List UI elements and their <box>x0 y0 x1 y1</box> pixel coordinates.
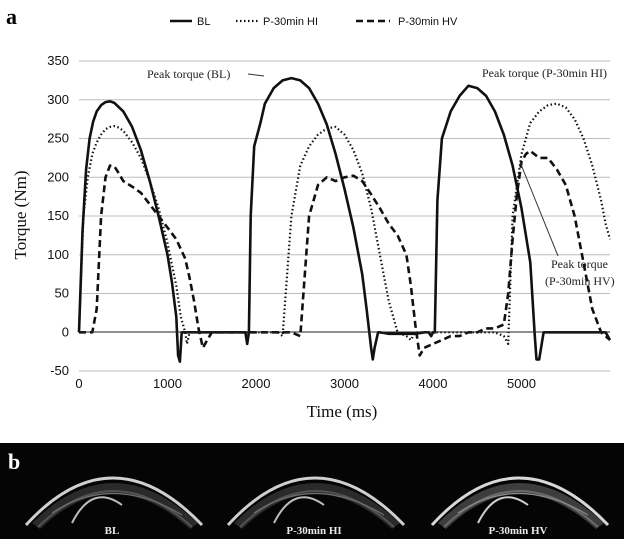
annotation-peak-hv-line2: (P-30min HV) <box>545 274 615 288</box>
legend: BL P-30min HI P-30min HV <box>170 16 458 28</box>
x-tick-label: 3000 <box>330 376 359 391</box>
x-tick-label: 4000 <box>419 376 448 391</box>
x-tick-label: 1000 <box>153 376 182 391</box>
x-tick-label: 0 <box>75 376 82 391</box>
x-axis-label: Time (ms) <box>307 402 378 421</box>
ultrasound-caption-hi: P-30min HI <box>286 525 342 537</box>
panel-b-letter: b <box>8 449 21 474</box>
series-lines <box>77 76 612 364</box>
x-tick-label: 5000 <box>507 376 536 391</box>
annotation-peak-hi: Peak torque (P-30min HI) <box>482 66 607 80</box>
legend-label-hi: P-30min HI <box>263 16 318 28</box>
ultrasound-image-bl: BL <box>12 443 212 539</box>
x-tick-label: 2000 <box>242 376 271 391</box>
ultrasound-caption-hv: P-30min HV <box>488 525 548 537</box>
annotation-peak-hv-line1: Peak torque <box>551 257 608 271</box>
y-tick-label: 200 <box>47 169 69 184</box>
legend-label-bl: BL <box>197 16 210 28</box>
y-axis-label: Torque (Nm) <box>11 171 30 260</box>
ultrasound-image-hi: P-30min HI <box>214 443 414 539</box>
torque-chart: a BL P-30min HI P-30min HV -50 0 50 100 150 2… <box>6 4 615 421</box>
y-tick-label: -50 <box>50 363 69 378</box>
ultrasound-caption-bl: BL <box>104 525 120 537</box>
y-tick-label: 350 <box>47 53 69 68</box>
legend-label-hv: P-30min HV <box>398 16 458 28</box>
annotation-peak-bl: Peak torque (BL) <box>147 67 230 81</box>
y-tick-label: 50 <box>55 286 69 301</box>
series-line-bl <box>77 76 612 364</box>
y-tick-label: 0 <box>62 324 69 339</box>
annotation-arrow-bl <box>247 73 265 77</box>
y-tick-label: 250 <box>47 131 69 146</box>
panel-a-letter: a <box>6 4 17 29</box>
x-tick-labels: 0 1000 2000 3000 4000 5000 <box>75 376 536 391</box>
ultrasound-panel: BL P-30min HI P-30min HV b <box>0 443 624 539</box>
y-tick-label: 100 <box>47 247 69 262</box>
ultrasound-image-hv: P-30min HV <box>418 443 618 539</box>
y-tick-label: 300 <box>47 92 69 107</box>
series-line-hv <box>79 149 611 357</box>
annotation-arrow-hv <box>519 161 559 257</box>
y-tick-label: 150 <box>47 208 69 223</box>
y-tick-labels: -50 0 50 100 150 200 250 300 350 <box>47 53 69 378</box>
